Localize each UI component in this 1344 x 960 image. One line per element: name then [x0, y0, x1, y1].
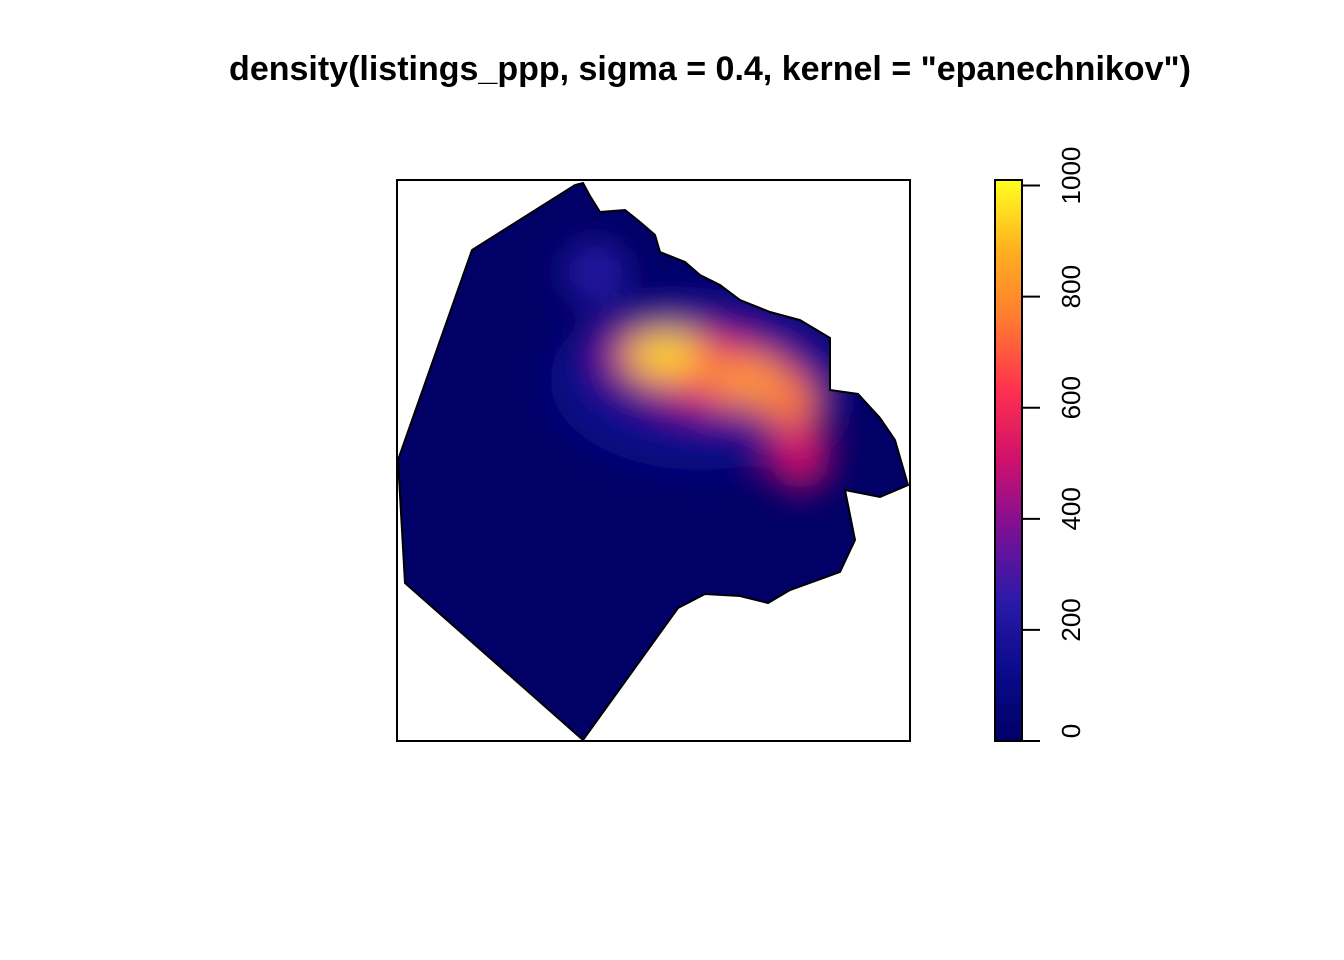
- z-tick-label: 400: [1056, 487, 1086, 530]
- z-tick-label: 600: [1056, 376, 1086, 419]
- chart-title: density(listings_ppp, sigma = 0.4, kerne…: [229, 50, 1191, 88]
- colorbar: [994, 179, 1023, 742]
- z-tick-label: 0: [1056, 724, 1086, 738]
- z-tick-label: 800: [1056, 265, 1086, 308]
- density-image: [398, 183, 908, 740]
- plot-frame: [396, 179, 911, 742]
- z-tick-label: 200: [1056, 598, 1086, 641]
- z-tick-label: 1000: [1056, 147, 1086, 205]
